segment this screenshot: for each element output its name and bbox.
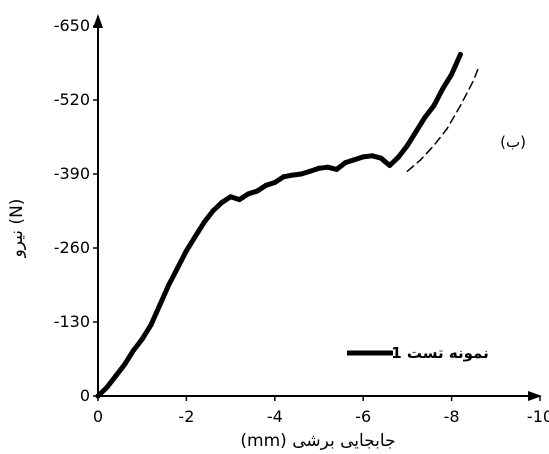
data-point [175, 265, 181, 271]
data-point [272, 180, 278, 185]
data-point [431, 103, 437, 109]
data-point [404, 143, 410, 148]
data-point [148, 322, 154, 328]
x-tick-label: -2 [178, 407, 194, 426]
y-tick-label: -650 [54, 16, 90, 35]
data-point [130, 348, 136, 353]
data-point [325, 164, 331, 170]
data-point [104, 385, 110, 390]
y-tick-label: -130 [54, 312, 90, 331]
data-point [316, 165, 322, 171]
legend-label: نمونه تست 1 [391, 344, 488, 362]
data-point [281, 174, 287, 180]
data-point [457, 52, 463, 57]
data-point [307, 168, 313, 174]
data-point [210, 208, 216, 214]
data-point [449, 71, 455, 77]
data-point [422, 114, 428, 120]
y-tick-label: -390 [54, 164, 90, 183]
y-tick-label: -260 [54, 238, 90, 257]
data-point [387, 163, 393, 168]
data-point [254, 188, 260, 194]
x-tick-label: -10 [527, 407, 549, 426]
x-tick-label: -6 [355, 407, 371, 426]
data-point [201, 219, 207, 225]
data-point [219, 200, 225, 205]
data-point [192, 234, 198, 240]
data-point [440, 86, 446, 92]
x-tick-label: 0 [93, 407, 103, 426]
x-tick-label: -8 [444, 407, 460, 426]
data-point [290, 172, 295, 178]
data-point [351, 157, 357, 163]
data-point [245, 191, 251, 197]
y-axis-ticks: 0 -130 -260 -390 -520 -650 [54, 16, 98, 405]
data-point [298, 171, 304, 177]
panel-annotation: (ب) [500, 133, 526, 151]
data-point [236, 197, 242, 203]
data-point [228, 194, 234, 200]
data-point [360, 154, 366, 160]
x-axis-title: (mm) جابجایی برشی [240, 431, 395, 451]
axes [93, 14, 542, 401]
data-point [139, 336, 145, 342]
data-point [396, 154, 402, 160]
y-axis-arrow [93, 14, 103, 28]
y-tick-label: 0 [80, 386, 90, 405]
data-point [343, 160, 348, 166]
data-point [157, 302, 163, 308]
series-layer [95, 52, 479, 399]
data-point [166, 282, 172, 288]
data-point [378, 155, 384, 161]
data-point [369, 153, 375, 159]
y-tick-label: -520 [54, 90, 90, 109]
x-tick-label: -4 [267, 407, 283, 426]
x-axis-arrow [528, 391, 542, 401]
data-point [95, 393, 101, 399]
legend: نمونه تست 1 [347, 344, 489, 362]
x-axis-ticks: 0 -2 -4 -6 -8 -10 [93, 396, 549, 426]
data-point [413, 128, 419, 134]
data-point [334, 166, 340, 172]
trend-line-dashed [406, 67, 479, 172]
data-point [263, 182, 269, 188]
data-point [183, 248, 189, 254]
y-axis-title: نیرو (N) [7, 199, 27, 259]
data-point [122, 362, 127, 368]
data-point [113, 373, 119, 379]
